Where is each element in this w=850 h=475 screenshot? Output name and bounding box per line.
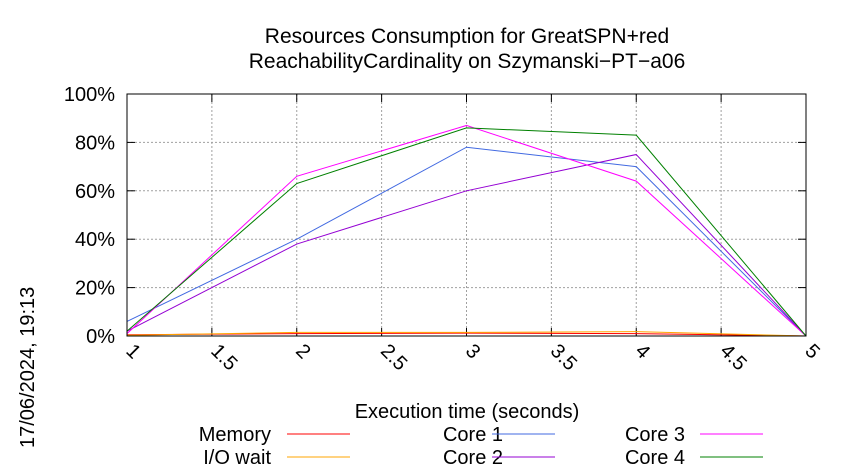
y-tick-label: 80% (75, 132, 115, 154)
legend-label: Memory (199, 424, 271, 446)
x-tick-label: 4.5 (716, 340, 751, 375)
y-tick-label: 100% (64, 84, 115, 106)
y-tick-label: 40% (75, 229, 115, 251)
x-tick-label: 5 (800, 340, 823, 363)
legend-label: Core 4 (625, 447, 685, 469)
series-line-core-3 (126, 124, 807, 337)
y-axis-ticks: 0% 20% 40% 60% 80% 100% (64, 84, 806, 348)
series-lines (126, 124, 807, 337)
plot-border (126, 93, 807, 337)
y-tick-label: 20% (75, 278, 115, 300)
legend-label: Core 3 (625, 424, 685, 446)
series-line-core-2 (126, 153, 807, 337)
chart-title-line-2: ReachabilityCardinality on Szymanski−PT−… (249, 50, 686, 73)
x-tick-label: 2.5 (376, 340, 411, 375)
chart-title-line-1: Resources Consumption for GreatSPN+red (265, 25, 669, 48)
series-line-core-4 (126, 127, 807, 337)
y-tick-label: 0% (86, 326, 115, 348)
series-line-memory (126, 332, 807, 337)
legend-label: Core 1 (443, 424, 503, 446)
series-line-core-1 (126, 146, 807, 337)
x-tick-label: 1.5 (206, 340, 241, 375)
x-tick-label: 3 (461, 340, 484, 363)
timestamp-label: 17/06/2024, 19:13 (17, 287, 39, 448)
x-tick-label: 2 (291, 340, 314, 363)
y-tick-label: 60% (75, 181, 115, 203)
legend-label: I/O wait (203, 447, 271, 469)
x-tick-label: 3.5 (546, 340, 581, 375)
x-tick-label: 1 (121, 340, 144, 363)
legend-label: Core 2 (443, 447, 503, 469)
series-line-i-o-wait (126, 331, 807, 337)
x-tick-label: 4 (631, 340, 654, 363)
x-axis-label: Execution time (seconds) (355, 401, 580, 423)
